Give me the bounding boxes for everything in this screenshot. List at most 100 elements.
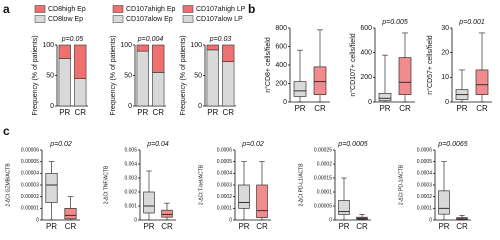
y-tick-label: 0.00015 [314,175,332,181]
y-tick-label: 0.0004 [217,171,233,177]
legend-label: CD8low Ep [48,16,83,23]
y-axis-label: 2-ΔCt PD-L1/ACTB [298,163,304,207]
x-tick-label: CR [222,108,234,117]
panel-label: b [248,2,255,16]
x-tick-label: PR [59,108,70,117]
y-tick-label: 0.00006 [21,147,39,153]
p-value: p=0.02 [49,141,72,148]
legend-label: CD107alow Ep [126,16,173,23]
box [338,200,350,215]
y-tick-label: 800 [275,25,287,32]
y-tick-label: 0.0006 [217,147,233,153]
x-tick-label: CR [161,222,173,231]
y-tick-label: 0 [283,99,287,106]
bar-segment [152,44,165,73]
x-tick-label: PR [456,104,467,113]
bar-segment [74,44,87,79]
x-tick-label: CR [356,222,368,231]
p-value: p=0.005 [381,19,408,26]
y-tick-label: 600 [275,43,287,50]
legend-swatch [182,15,194,23]
y-tick-label: 0.00002 [21,194,39,200]
p-value: p=0.04 [146,141,169,148]
y-tick-label: 0.00001 [21,206,39,212]
y-tick-label: 400 [275,62,287,69]
y-tick-label: 0.0001 [317,189,333,195]
y-axis-label: 2-ΔCt PD-1/ACTB [398,164,404,205]
y-tick-label: 100 [190,42,202,49]
y-tick-label: 0 [50,103,54,110]
y-tick-label: 0.0004 [417,171,433,177]
x-tick-label: PR [207,108,218,117]
y-tick-label: 0 [134,217,137,223]
y-tick-label: 400 [360,50,372,57]
box [64,207,77,220]
p-value: p=0.004 [137,36,164,43]
legend-swatch [182,5,194,13]
p-value: p=0.02 [241,141,264,148]
box [475,69,489,95]
x-tick-label: PR [137,108,148,117]
x-tick-label: PR [294,104,305,113]
x-tick-label: CR [256,222,268,231]
panel-label: a [3,2,10,16]
y-tick-label: 200 [360,74,372,81]
legend-swatch [34,15,46,23]
bar-segment [136,50,149,107]
y-tick-label: 0.00025 [314,147,332,153]
y-tick-label: 0.004 [124,161,137,167]
x-tick-label: PR [379,104,390,113]
x-tick-label: CR [65,222,77,231]
y-tick-label: 50 [46,72,54,79]
bar-segment [74,78,87,107]
bar-segment [58,44,71,59]
bar-segment [136,44,149,52]
x-tick-label: PR [46,222,57,231]
y-tick-label: 0.002 [124,189,137,195]
y-tick-label: 0 [368,99,372,106]
y-tick-label: 0.0003 [417,182,433,188]
y-tick-label: 0.00005 [21,159,39,165]
legend-swatch [112,5,124,13]
box [438,190,450,215]
y-tick-label: 30 [441,25,449,32]
box [398,57,412,95]
x-tick-label: CR [74,108,86,117]
y-tick-label: 0.005 [124,147,137,153]
panel-label: c [3,124,10,138]
box [45,172,58,203]
legend-label: CD107alow LP [196,16,243,23]
x-tick-label: CR [476,104,488,113]
x-tick-label: CR [399,104,411,113]
y-tick-label: 600 [360,25,372,32]
y-axis-label: 2-ΔCt T-bet/ACTB [198,164,204,205]
y-tick-label: 0 [198,103,202,110]
y-tick-label: 0.0003 [217,182,233,188]
legend-label: CD8high Ep [48,6,86,13]
bar-segment [58,58,71,107]
y-axis-label: Frequency (% of patients) [110,35,117,115]
bar-segment [206,49,219,107]
y-axis-label: n°CD107+ cells/field [349,33,357,96]
x-tick-label: CR [314,104,326,113]
p-value: p=0.001 [458,19,485,26]
y-tick-label: 0.0001 [217,206,233,212]
y-tick-label: 0.00003 [21,182,39,188]
bar-segment [206,44,219,51]
y-tick-label: 100 [42,42,54,49]
y-tick-label: 20 [441,50,449,57]
y-tick-label: 100 [120,42,132,49]
y-tick-label: 0 [128,103,132,110]
y-tick-label: 10 [441,74,449,81]
p-value: p=0.03 [209,36,232,43]
bar-segment [222,44,235,62]
y-tick-label: 0.0002 [217,194,233,200]
p-value: p=0.0065 [437,141,467,148]
y-tick-label: 0.0001 [417,206,433,212]
p-value: p=0.0005 [337,141,367,148]
y-tick-label: 0 [36,217,39,223]
box [161,209,173,218]
y-tick-label: 0.0006 [417,147,433,153]
y-tick-label: 0.0005 [417,159,433,165]
y-axis-label: Frequency (% of patients) [180,35,187,115]
